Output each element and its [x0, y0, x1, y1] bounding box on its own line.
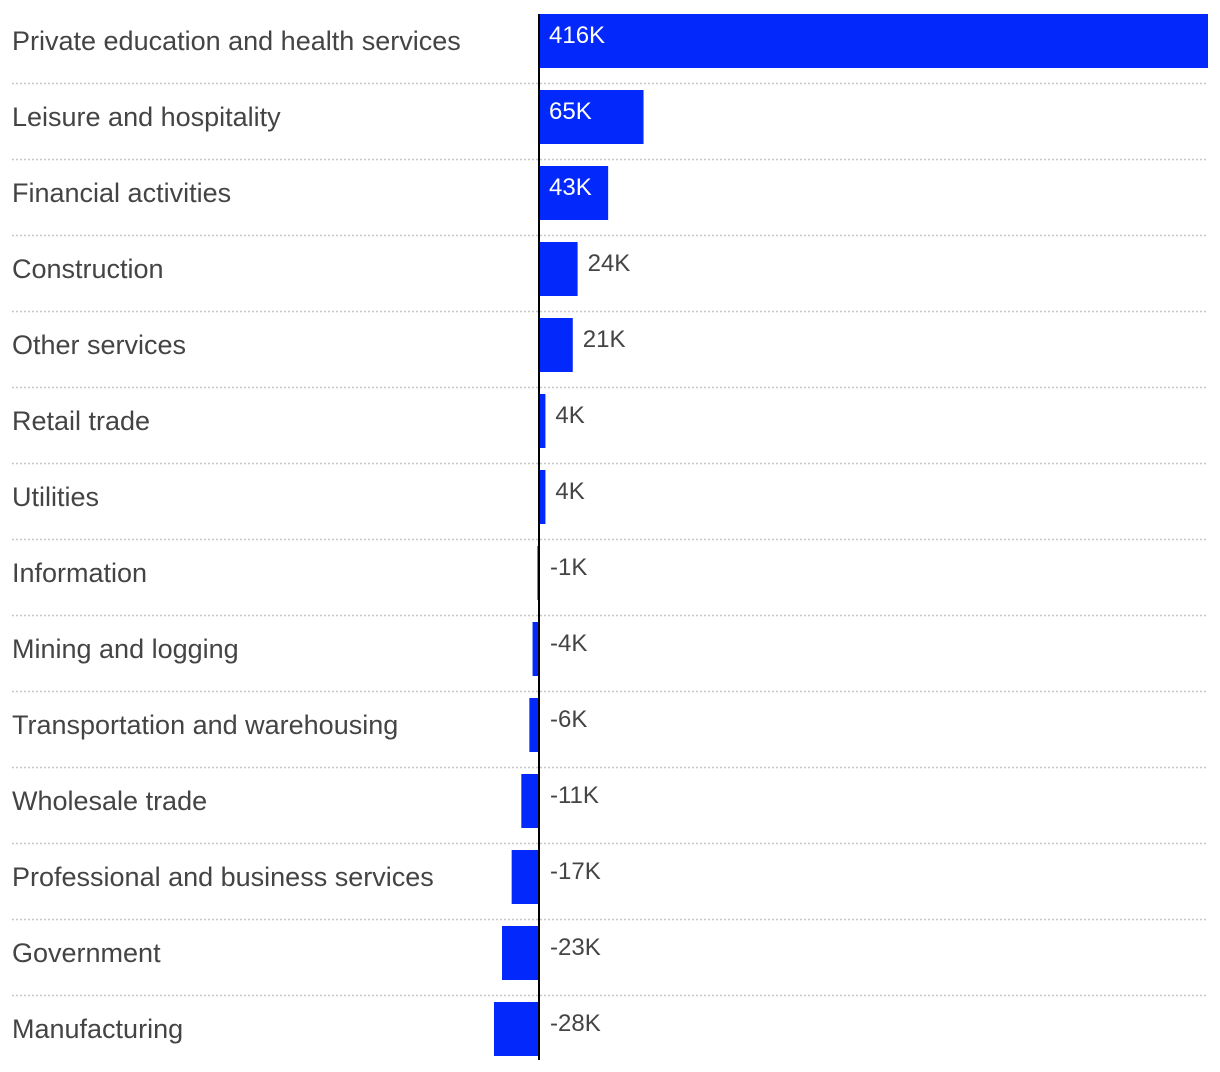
bar	[529, 698, 539, 752]
value-label: 416K	[549, 22, 605, 49]
bar	[539, 318, 573, 372]
category-labels: Private education and health services Lei…	[12, 26, 461, 1044]
bar	[539, 394, 546, 448]
category-label: Mining and logging	[12, 634, 239, 664]
category-label: Manufacturing	[12, 1014, 183, 1044]
value-label: 21K	[583, 326, 626, 353]
bar	[532, 622, 539, 676]
value-label: -1K	[550, 554, 587, 581]
category-label: Financial activities	[12, 178, 231, 208]
value-label: -17K	[550, 858, 601, 885]
category-label: Utilities	[12, 482, 99, 512]
value-label: -23K	[550, 934, 601, 961]
category-label: Government	[12, 938, 161, 968]
bars	[493, 14, 1208, 1056]
category-label: Private education and health services	[12, 26, 461, 56]
value-label: 4K	[555, 478, 584, 505]
bar	[502, 926, 539, 980]
bar	[539, 166, 609, 220]
value-label: -28K	[550, 1010, 601, 1037]
category-label: Transportation and warehousing	[12, 710, 398, 740]
bar	[539, 90, 644, 144]
category-label: Wholesale trade	[12, 786, 207, 816]
category-label: Information	[12, 558, 147, 588]
value-label: -6K	[550, 706, 587, 733]
category-label: Leisure and hospitality	[12, 102, 281, 132]
bar	[521, 774, 539, 828]
value-label: 65K	[549, 98, 592, 125]
bar	[511, 850, 539, 904]
bar	[539, 14, 1208, 68]
bar	[539, 242, 578, 296]
value-label: 4K	[555, 402, 584, 429]
category-label: Retail trade	[12, 406, 150, 436]
category-label: Construction	[12, 254, 164, 284]
bar	[539, 470, 546, 524]
value-label: -11K	[550, 782, 599, 809]
category-label: Professional and business services	[12, 862, 434, 892]
bar	[493, 1002, 539, 1056]
category-label: Other services	[12, 330, 186, 360]
value-label: 24K	[588, 250, 631, 277]
value-labels: 416K 65K 43K 24K 21K 4K 4K -1K -4K -6K -11K -17K -23…	[549, 22, 630, 1037]
value-label: 43K	[549, 174, 592, 201]
row-separators	[12, 82, 1208, 997]
value-label: -4K	[550, 630, 587, 657]
